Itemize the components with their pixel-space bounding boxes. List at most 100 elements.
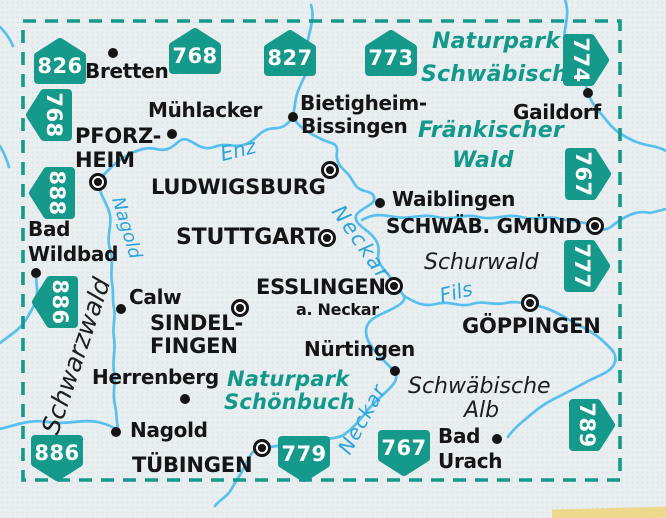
city-label-ludwigsburg: LUDWIGSBURG (151, 175, 326, 199)
map-sheet-badge-767-right: 767 (562, 147, 612, 201)
city-label-esslingen-sub: a. Neckar (296, 300, 379, 319)
map-sheet-badge-773: 773 (364, 29, 418, 79)
city-label-esslingen: ESSLINGEN (256, 275, 386, 299)
badge-shape-icon (564, 240, 610, 292)
city-label-nuertingen: Nürtingen (304, 337, 415, 361)
region-label-schurwald: Schurwald (424, 250, 539, 275)
city-ring-marker-sindelfingen (231, 299, 249, 317)
map-sheet-badge-886-bottom: 886 (30, 432, 84, 482)
city-dot-marker-muehlacker (167, 129, 177, 139)
city-label-muehlacker: Mühlacker (148, 98, 263, 122)
badge-shape-icon (169, 28, 221, 74)
city-ring-marker-ludwigsburg (321, 161, 339, 179)
region-label-fraenkischer-wald-2: Wald (452, 148, 514, 173)
city-dot-marker-nuertingen (390, 366, 400, 376)
badge-shape-icon (278, 436, 330, 482)
river-left-stream (0, 144, 11, 169)
city-label-schwaebisch-gmuend: SCHWÄB. GMÜND (386, 214, 582, 238)
city-label-pforzheim-1: PFORZ- (75, 124, 162, 148)
river-corner-stream (0, 25, 15, 48)
map-sheet-badge-826: 826 (33, 37, 87, 87)
region-label-schwaebische-alb-1: Schwäbische (408, 374, 551, 399)
badge-number: 888 (45, 170, 69, 216)
map-sheet-badge-789: 789 (566, 398, 616, 452)
city-dot-marker-bad-wildbad (31, 268, 41, 278)
badge-number: 826 (37, 54, 83, 78)
city-label-bretten: Bretten (85, 59, 169, 83)
map-sheet-badge-777: 777 (561, 239, 611, 293)
city-ring-marker-pforzheim (89, 173, 107, 191)
map-sheet-badge-827: 827 (263, 29, 317, 79)
region-label-naturpark-schoenbuch-2: Schönbuch (224, 390, 356, 414)
map-sheet-badge-779: 779 (277, 433, 331, 483)
badge-number: 767 (381, 436, 427, 460)
badge-number: 767 (571, 151, 595, 197)
city-label-bietigheim-2: Bissingen (301, 114, 408, 138)
badge-shape-icon (569, 399, 615, 451)
city-label-sindelfingen-2: FINGEN (150, 334, 238, 358)
city-label-pforzheim-2: HEIM (75, 148, 135, 172)
badge-number: 777 (570, 243, 594, 289)
badge-shape-icon (365, 30, 417, 76)
city-label-calw: Calw (129, 285, 182, 309)
city-label-waiblingen: Waiblingen (392, 187, 516, 211)
city-ring-marker-schwaebisch-gmuend (586, 217, 604, 235)
badge-shape-icon (31, 435, 83, 481)
river-label-fils: Fils (437, 276, 475, 308)
city-label-goeppingen: GÖPPINGEN (462, 314, 601, 338)
city-label-bad-wildbad-2: Wildbad (28, 242, 119, 266)
badge-number: 768 (172, 44, 218, 68)
city-label-herrenberg: Herrenberg (92, 365, 219, 389)
map-sheet-badge-767-bottom: 767 (377, 427, 431, 477)
badge-shape-icon (32, 276, 78, 328)
map-sheet-badge-888: 888 (28, 166, 78, 220)
river-label-enz: Enz (217, 134, 259, 166)
city-label-bad-urach-1: Bad (438, 424, 481, 448)
city-dot-marker-herrenberg (180, 394, 190, 404)
city-label-nagold: Nagold (130, 418, 208, 442)
city-label-tuebingen: TÜBINGEN (132, 453, 253, 477)
city-label-gaildorf: Gaildorf (513, 100, 601, 124)
badge-number: 779 (281, 442, 327, 466)
city-label-bad-wildbad-1: Bad (28, 217, 71, 241)
badge-shape-icon (565, 148, 611, 200)
city-ring-marker-tuebingen (253, 439, 271, 457)
badge-number: 789 (575, 402, 599, 448)
map-sheet-badge-886-left: 886 (31, 275, 81, 329)
city-dot-marker-nagold (111, 427, 121, 437)
badge-shape-icon (29, 167, 75, 219)
badge-number: 886 (34, 441, 80, 465)
badge-shape-icon (563, 34, 609, 86)
city-dot-marker-bretten (108, 48, 118, 58)
map-sheet-badge-768-left: 768 (25, 88, 75, 142)
city-dot-marker-bad-urach (492, 434, 502, 444)
badge-shape-icon (264, 30, 316, 76)
badge-shape-icon (26, 89, 72, 141)
badge-shape-icon (378, 430, 430, 476)
city-dot-marker-calw (116, 304, 126, 314)
badge-number: 768 (42, 92, 66, 138)
map-sheet-badge-774: 774 (560, 33, 610, 87)
city-ring-marker-goeppingen (521, 294, 539, 312)
map-sheet-badge-768-top: 768 (168, 27, 222, 77)
region-label-naturpark-schwaebisch-2: Schwäbisch- (421, 62, 578, 87)
city-dot-marker-gaildorf (583, 88, 593, 98)
city-label-bad-urach-2: Urach (438, 449, 503, 473)
badge-number: 773 (368, 46, 414, 70)
river-label-neckar-upper: Neckar (326, 200, 396, 285)
region-label-fraenkischer-wald-1: Fränkischer (418, 118, 564, 143)
region-label-naturpark-schoenbuch-1: Naturpark (227, 367, 350, 391)
region-label-naturpark-schwaebisch-1: Naturpark (432, 29, 561, 54)
city-ring-marker-stuttgart (318, 229, 336, 247)
region-label-schwaebische-alb-2: Alb (464, 398, 500, 423)
city-label-stuttgart: STUTTGART (176, 225, 320, 250)
scan-edge-strip (551, 506, 666, 518)
city-label-bietigheim-1: Bietigheim- (300, 91, 427, 115)
city-dot-marker-waiblingen (375, 198, 385, 208)
city-dot-marker-bietigheim (288, 112, 298, 122)
city-ring-marker-esslingen (385, 277, 403, 295)
badge-number: 827 (267, 46, 313, 70)
badge-number: 886 (48, 279, 72, 325)
badge-shape-icon (34, 38, 86, 84)
